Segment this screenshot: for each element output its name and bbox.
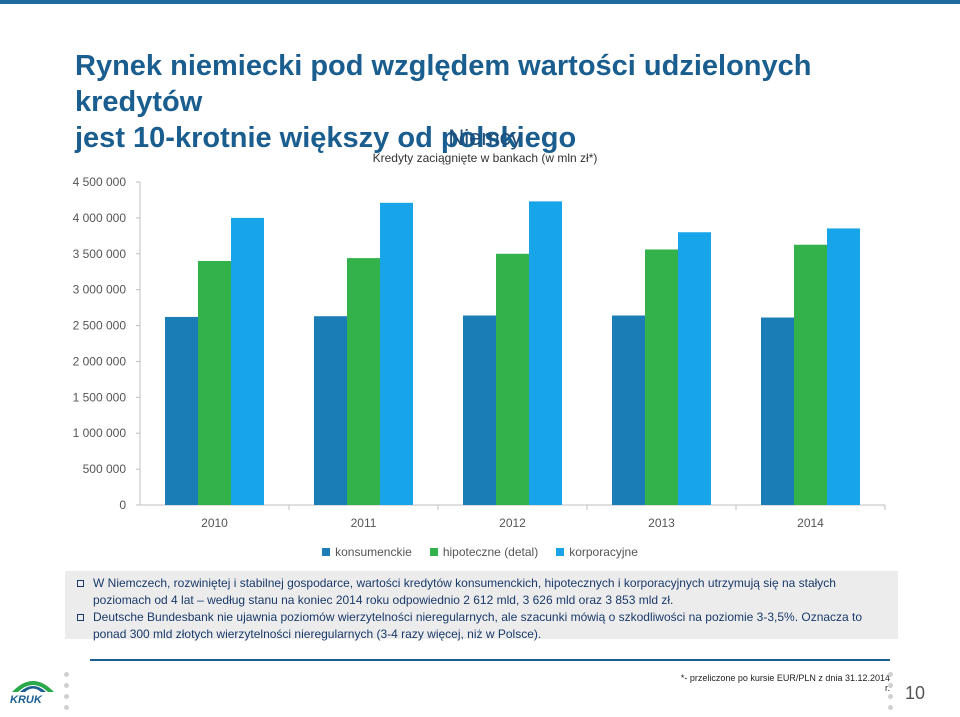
chart-legend: konsumenckie hipoteczne (detal) korporac… [0, 545, 960, 559]
slide-title-line-2: jest 10-krotnie większy od polskiego [75, 122, 577, 154]
legend-label-konsumenckie: konsumenckie [335, 545, 412, 559]
bar-korporacyjne-2014 [827, 228, 860, 505]
bar-konsumenckie-2010 [165, 316, 198, 505]
x-tick-label: 2010 [201, 516, 228, 530]
bar-korporacyjne-2012 [529, 201, 562, 505]
kruk-logo-icon [12, 681, 54, 692]
bar-konsumenckie-2011 [314, 316, 347, 505]
slide-title-line-1: Rynek niemiecki pod względem wartości ud… [75, 50, 812, 118]
y-tick-label: 4 500 000 [73, 175, 127, 189]
bar-chart: 0 500 000 1 000 000 1 500 000 2 000 000 2 500… [73, 175, 886, 530]
bar-konsumenckie-2014 [761, 317, 794, 505]
y-tick-label: 2 000 000 [73, 354, 127, 368]
page-number: 10 [905, 683, 926, 703]
y-tick-label: 3 500 000 [73, 247, 127, 261]
slide-title: Rynek niemiecki pod względem wartości ud… [75, 48, 895, 156]
square-bullet-icon [77, 614, 84, 621]
dotted-divider-right [888, 672, 894, 716]
bar-korporacyjne-2011 [380, 202, 413, 505]
legend-swatch-konsumenckie [322, 548, 331, 556]
note-text: W Niemczech, rozwiniętej i stabilnej gos… [93, 576, 836, 607]
top-accent-line [0, 0, 960, 4]
y-tick-label: 0 [119, 498, 126, 512]
legend-swatch-hipoteczne [429, 548, 438, 556]
bar-korporacyjne-2010 [231, 217, 264, 505]
footnote: *- przeliczone po kursie EUR/PLN z dnia … [680, 673, 890, 693]
bar-hipoteczne-2012 [496, 253, 529, 505]
legend-item-konsumenckie: konsumenckie [322, 545, 412, 559]
legend-item-korporacyjne: korporacyjne [556, 545, 638, 559]
legend-label-hipoteczne: hipoteczne (detal) [442, 545, 539, 559]
logo-text: KRUK [10, 694, 42, 706]
y-tick-label: 500 000 [83, 462, 127, 476]
footer-divider [90, 659, 890, 661]
bar-konsumenckie-2013 [612, 315, 645, 505]
notes-box: W Niemczech, rozwiniętej i stabilnej gos… [65, 571, 898, 641]
y-tick-label: 4 000 000 [73, 211, 127, 225]
dotted-divider-left [64, 672, 70, 716]
y-tick-label: 1 000 000 [73, 426, 127, 440]
y-tick-label: 1 500 000 [73, 390, 127, 404]
bar-hipoteczne-2010 [198, 260, 231, 505]
note-text: Deutsche Bundesbank nie ujawnia poziomów… [93, 610, 863, 641]
note-item: W Niemczech, rozwiniętej i stabilnej gos… [73, 575, 890, 609]
x-tick-label: 2011 [351, 516, 377, 530]
bar-hipoteczne-2013 [645, 249, 678, 505]
bar-hipoteczne-2014 [794, 244, 827, 506]
bar-hipoteczne-2011 [347, 258, 380, 505]
bar-korporacyjne-2013 [678, 232, 711, 505]
x-tick-label: 2013 [648, 516, 675, 530]
x-tick-label: 2014 [797, 516, 824, 530]
x-tick-label: 2012 [499, 516, 526, 530]
legend-label-korporacyjne: korporacyjne [569, 545, 638, 559]
bar-konsumenckie-2012 [463, 315, 496, 505]
square-bullet-icon [77, 580, 84, 587]
legend-item-hipoteczne: hipoteczne (detal) [429, 545, 539, 559]
legend-swatch-korporacyjne [556, 548, 565, 556]
chart-title: Niemcy [448, 125, 522, 150]
note-item: Deutsche Bundesbank nie ujawnia poziomów… [73, 609, 890, 643]
y-tick-label: 2 500 000 [73, 319, 127, 333]
chart-subtitle: Kredyty zaciągnięte w bankach (w mln zł*… [372, 151, 598, 165]
y-tick-label: 3 000 000 [73, 283, 127, 297]
